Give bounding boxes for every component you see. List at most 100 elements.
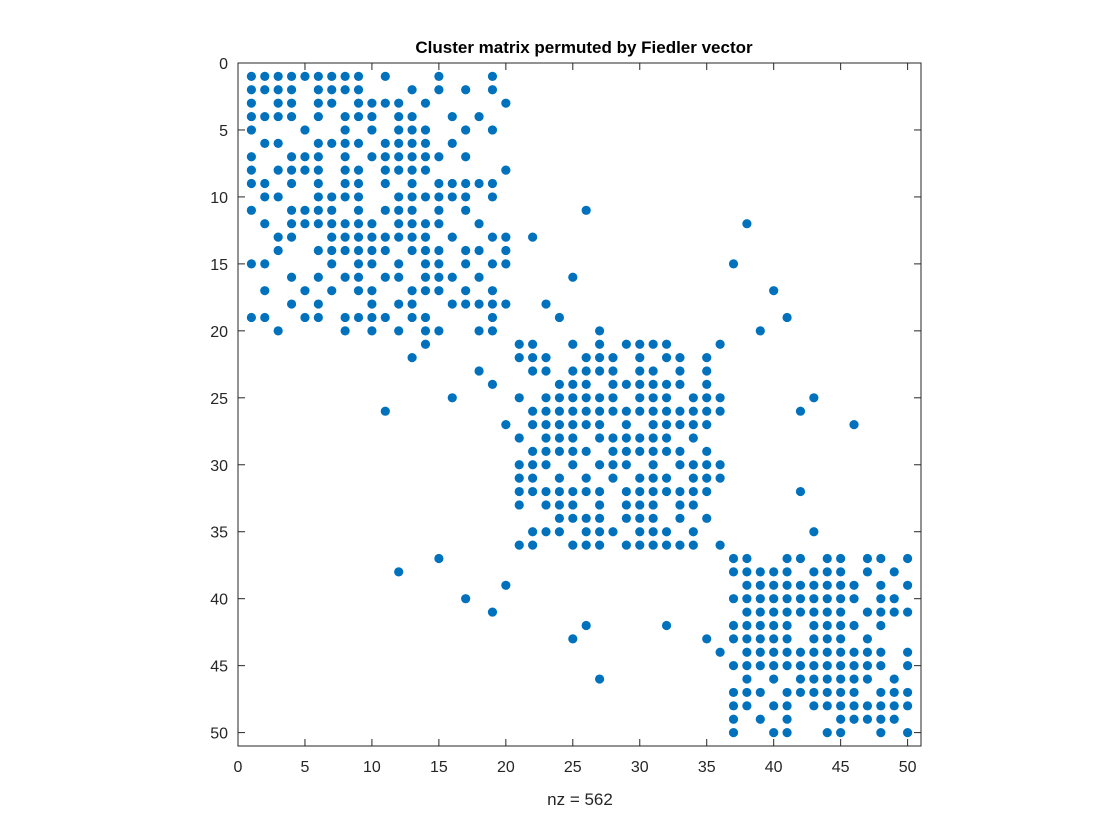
- matrix-entry-point: [313, 192, 323, 202]
- matrix-entry-point: [474, 272, 484, 282]
- matrix-entry-point: [554, 473, 565, 483]
- matrix-entry-point: [849, 687, 859, 698]
- matrix-entry-point: [260, 219, 270, 229]
- matrix-entry-point: [327, 259, 337, 269]
- matrix-entry-point: [353, 245, 364, 256]
- matrix-entry-point: [648, 433, 658, 443]
- matrix-entry-point: [675, 460, 685, 470]
- matrix-entry-point: [246, 165, 256, 175]
- matrix-entry-point: [594, 674, 605, 684]
- matrix-entry-point: [876, 580, 886, 590]
- matrix-entry-point: [876, 594, 886, 604]
- matrix-entry-point: [769, 620, 779, 631]
- matrix-entry-point: [434, 85, 444, 95]
- matrix-entry-point: [862, 714, 873, 724]
- y-tick-label: 45: [210, 659, 228, 676]
- matrix-entry-point: [394, 299, 404, 309]
- matrix-entry-point: [353, 111, 364, 122]
- matrix-entry-point: [755, 661, 765, 671]
- matrix-entry-point: [675, 406, 685, 416]
- matrix-entry-point: [554, 433, 565, 443]
- matrix-entry-point: [367, 326, 377, 336]
- matrix-entry-point: [728, 634, 739, 644]
- matrix-entry-point: [340, 192, 350, 202]
- matrix-entry-point: [340, 312, 350, 323]
- plot-frame: [237, 62, 922, 747]
- matrix-entry-point: [568, 419, 578, 430]
- matrix-entry-point: [380, 152, 390, 162]
- matrix-entry-point: [461, 85, 471, 95]
- x-axis-label: nz = 562: [547, 790, 613, 809]
- matrix-entry-point: [514, 339, 524, 349]
- matrix-entry-point: [394, 326, 404, 336]
- matrix-entry-point: [702, 406, 712, 416]
- matrix-entry-point: [528, 527, 538, 537]
- matrix-entry-point: [246, 98, 256, 108]
- matrix-entry-point: [541, 406, 551, 416]
- matrix-entry-point: [474, 111, 484, 122]
- matrix-entry-point: [420, 272, 431, 282]
- matrix-entry-point: [420, 192, 431, 202]
- matrix-entry-point: [380, 232, 390, 242]
- matrix-entry-point: [407, 205, 417, 215]
- y-tick-label: 20: [210, 324, 228, 341]
- matrix-entry-point: [434, 259, 444, 269]
- matrix-entry-point: [648, 500, 658, 510]
- matrix-entry-point: [675, 379, 685, 390]
- matrix-entry-point: [487, 259, 498, 269]
- matrix-entry-point: [394, 192, 404, 202]
- y-tick-label: 5: [219, 123, 228, 140]
- matrix-entry-point: [487, 71, 498, 81]
- matrix-entry-point: [260, 312, 270, 323]
- matrix-entry-point: [635, 540, 645, 550]
- matrix-entry-point: [246, 152, 256, 162]
- matrix-entry-point: [849, 714, 859, 724]
- matrix-entry-point: [434, 326, 444, 336]
- matrix-entry-point: [447, 138, 457, 148]
- matrix-entry-point: [541, 419, 551, 430]
- matrix-entry-point: [661, 379, 672, 390]
- matrix-entry-point: [836, 701, 846, 711]
- matrix-entry-point: [862, 567, 873, 577]
- matrix-entry-point: [822, 634, 832, 644]
- matrix-entry-point: [635, 446, 645, 456]
- matrix-entry-point: [903, 607, 913, 617]
- matrix-entry-point: [568, 446, 578, 456]
- matrix-entry-point: [594, 486, 605, 497]
- matrix-entry-point: [702, 473, 712, 483]
- matrix-entry-point: [795, 406, 806, 416]
- matrix-entry-point: [795, 661, 806, 671]
- matrix-entry-point: [434, 219, 444, 229]
- matrix-entry-point: [849, 419, 859, 430]
- matrix-entry-point: [327, 205, 337, 215]
- matrix-entry-point: [702, 513, 712, 523]
- matrix-entry-point: [420, 138, 431, 148]
- x-tick-label: 50: [899, 759, 917, 776]
- matrix-entry-point: [795, 674, 806, 684]
- matrix-entry-point: [286, 272, 297, 282]
- matrix-entry-point: [594, 393, 605, 403]
- matrix-entry-point: [836, 620, 846, 631]
- matrix-entry-point: [554, 500, 565, 510]
- matrix-entry-point: [407, 232, 417, 242]
- matrix-entry-point: [648, 460, 658, 470]
- matrix-entry-point: [407, 312, 417, 323]
- matrix-entry-point: [661, 433, 672, 443]
- matrix-entry-point: [889, 714, 899, 724]
- y-tick-label: 25: [210, 391, 228, 408]
- matrix-entry-point: [809, 634, 819, 644]
- matrix-entry-point: [608, 446, 618, 456]
- matrix-entry-point: [528, 460, 538, 470]
- matrix-entry-point: [501, 419, 511, 430]
- matrix-entry-point: [246, 312, 256, 323]
- matrix-entry-point: [876, 714, 886, 724]
- matrix-entry-point: [621, 500, 631, 510]
- axis-ticks: 0 5 10 15 20 25 30 35 40 45 50 0 5 10 15 20 25 30 35 40 45 50: [210, 56, 921, 776]
- matrix-entry-point: [661, 353, 672, 363]
- matrix-entry-point: [407, 286, 417, 296]
- matrix-entry-point: [809, 674, 819, 684]
- matrix-entry-point: [876, 607, 886, 617]
- y-tick-label: 35: [210, 525, 228, 542]
- matrix-entry-point: [769, 661, 779, 671]
- matrix-entry-point: [688, 393, 698, 403]
